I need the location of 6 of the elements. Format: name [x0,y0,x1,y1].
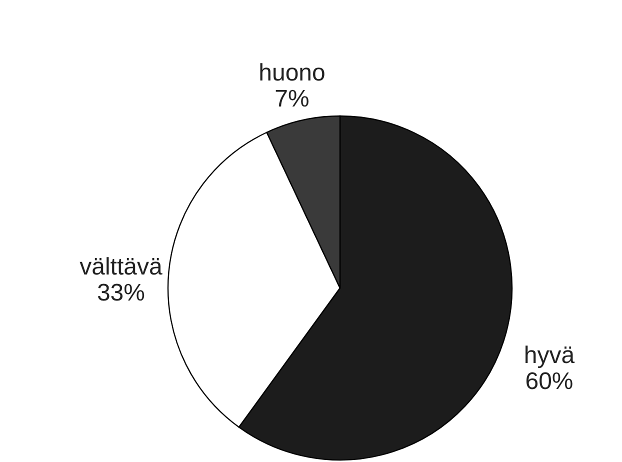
data-label: 7% [274,85,310,112]
slice-label: huono [258,59,326,86]
slice-label: välttävä [80,253,163,280]
data-label: 60% [525,368,574,395]
data-label: 33% [96,279,145,306]
slice-label: hyvä [524,342,576,369]
